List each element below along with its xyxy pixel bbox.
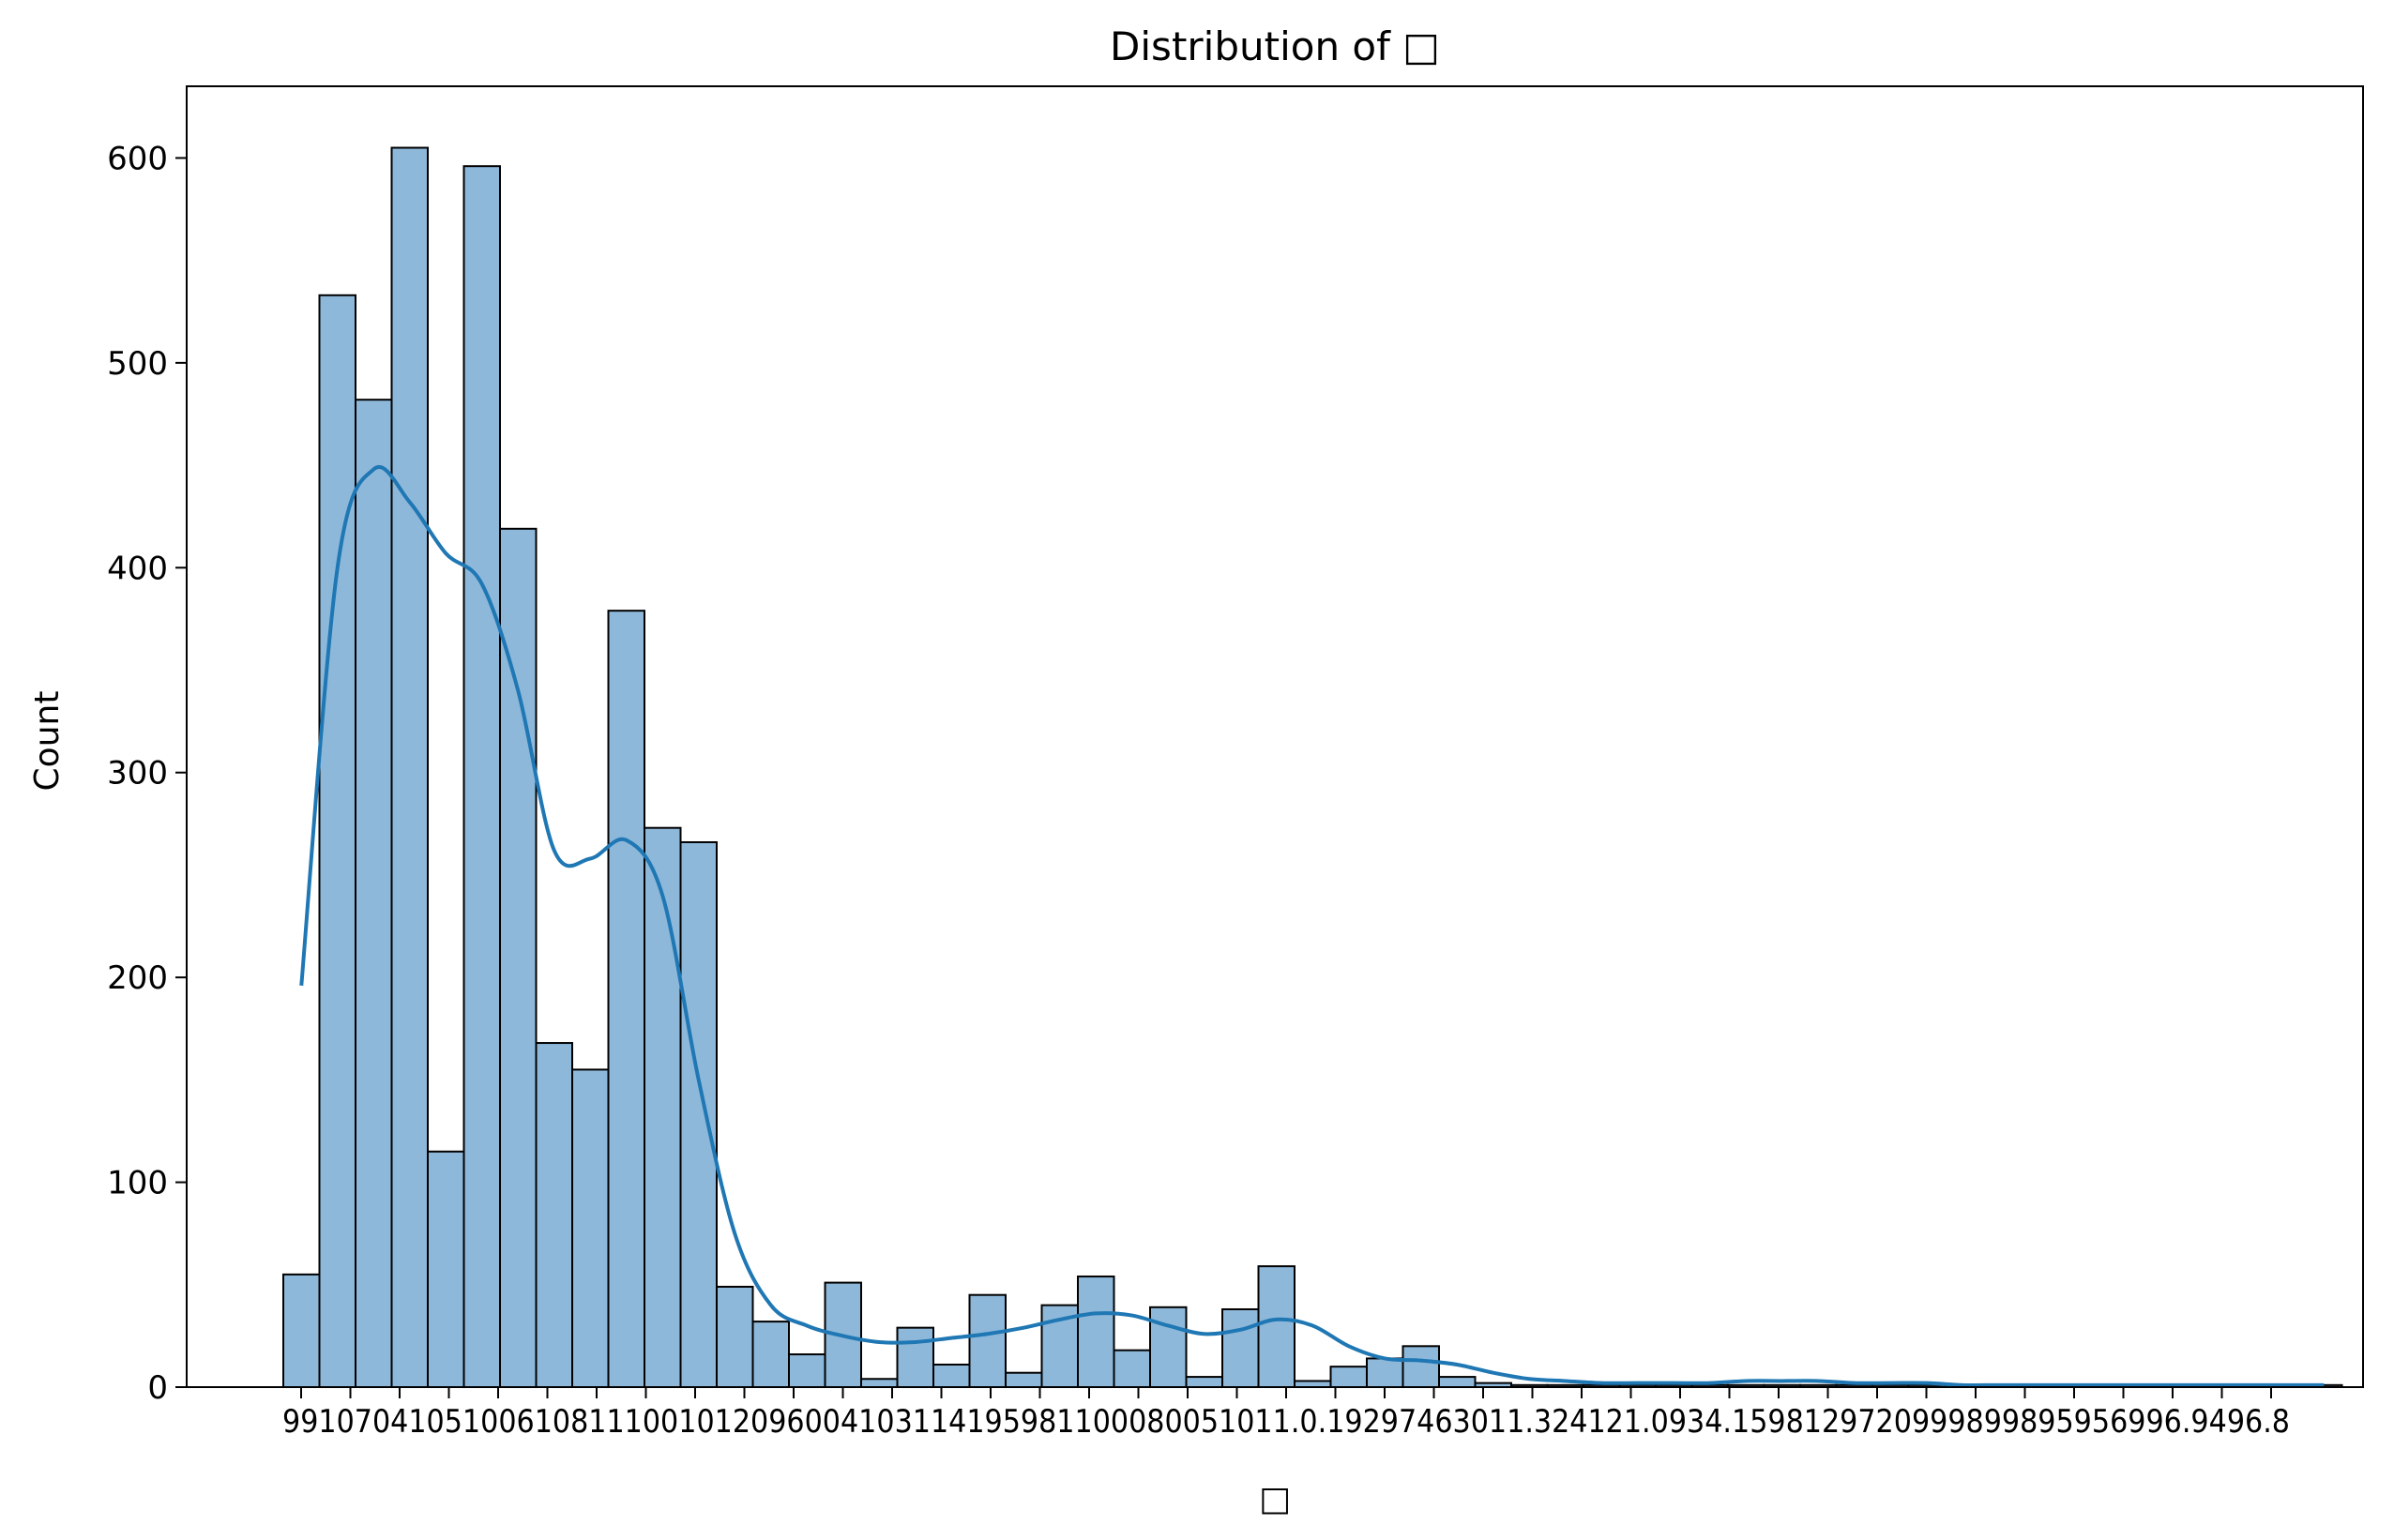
- histogram-bar: [499, 527, 538, 1388]
- histogram-bar: [318, 294, 356, 1388]
- y-tick-label: 400: [107, 550, 168, 587]
- histogram-bar: [1438, 1376, 1477, 1388]
- x-axis-label: □: [1259, 1480, 1291, 1518]
- y-tick-label: 600: [107, 140, 168, 177]
- histogram-bar: [896, 1326, 934, 1389]
- histogram-bar: [390, 146, 429, 1388]
- histogram-bar: [1402, 1345, 1440, 1388]
- histogram-bar: [1221, 1307, 1260, 1388]
- y-axis: 0 100 200 300 400 500 600: [107, 140, 187, 1407]
- histogram-bar: [355, 399, 393, 1388]
- y-tick-label: 200: [107, 959, 168, 997]
- histogram-bar: [716, 1285, 754, 1389]
- histogram-bar: [1113, 1349, 1151, 1389]
- x-axis: 9910704105100610811100101209600410311419…: [282, 1387, 2290, 1441]
- y-tick-label: 300: [107, 755, 168, 793]
- histogram-bar: [1257, 1265, 1295, 1389]
- histogram-bar: [1366, 1357, 1404, 1389]
- y-tick-label: 500: [107, 345, 168, 383]
- histogram-bar: [1149, 1306, 1188, 1389]
- histogram-bar: [1185, 1376, 1223, 1388]
- kde-line: [299, 465, 2325, 1387]
- histogram-bar: [932, 1363, 971, 1389]
- chart-title: Distribution of □: [1110, 23, 1440, 69]
- histogram-bar: [968, 1293, 1007, 1388]
- histogram-bar: [860, 1378, 899, 1388]
- histogram-bar: [427, 1150, 465, 1389]
- histogram-bar: [462, 165, 501, 1389]
- histogram-bar: [1077, 1276, 1115, 1389]
- histogram-bar: [644, 826, 682, 1388]
- histogram-bar: [788, 1353, 826, 1389]
- kde-layer: [299, 465, 2325, 1387]
- histogram-bar: [571, 1068, 610, 1388]
- y-tick-label: 0: [147, 1369, 168, 1407]
- x-tick-labels-overlapping: 9910704105100610811100101209600410311419…: [282, 1403, 2290, 1441]
- histogram-bar: [607, 610, 645, 1388]
- histogram-bar: [535, 1042, 573, 1388]
- histogram-bar: [679, 840, 718, 1388]
- bars-layer: [282, 146, 2343, 1389]
- histogram-bar: [282, 1273, 321, 1388]
- histogram-bar: [751, 1321, 790, 1388]
- plot-area-frame: [186, 85, 2364, 1388]
- y-axis-label: Count: [28, 691, 67, 792]
- histogram-bar: [1005, 1371, 1043, 1388]
- histogram-bar: [1329, 1366, 1368, 1388]
- y-tick-label: 100: [107, 1165, 168, 1202]
